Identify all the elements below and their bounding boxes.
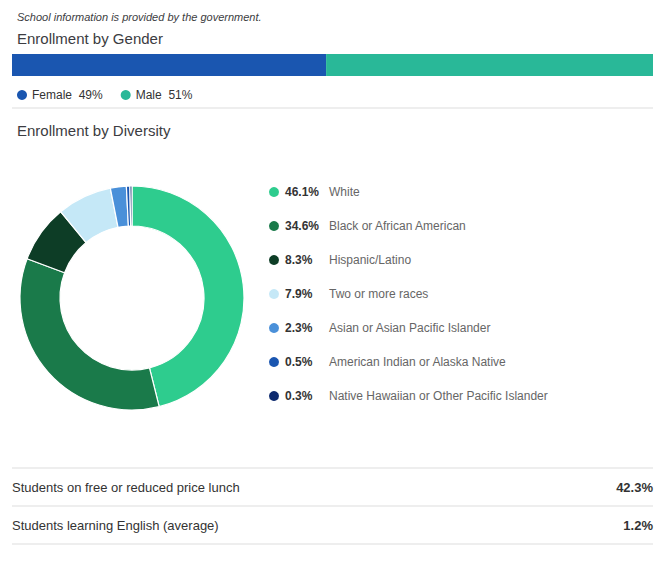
svg-text:Black or African American: Black or African American [329, 219, 466, 233]
svg-text:8.3%: 8.3% [285, 253, 313, 267]
svg-text:7.9%: 7.9% [285, 287, 313, 301]
svg-text:1.2%: 1.2% [623, 518, 653, 533]
svg-text:Students learning English (ave: Students learning English (average) [12, 518, 219, 533]
svg-text:Enrollment by Gender: Enrollment by Gender [17, 30, 163, 47]
svg-text:2.3%: 2.3% [285, 321, 313, 335]
svg-text:Hispanic/Latino: Hispanic/Latino [329, 253, 411, 267]
svg-text:46.1%: 46.1% [285, 185, 319, 199]
svg-text:White: White [329, 185, 360, 199]
svg-text:0.3%: 0.3% [285, 389, 313, 403]
svg-text:Asian or Asian Pacific Islande: Asian or Asian Pacific Islander [329, 321, 490, 335]
svg-text:34.6%: 34.6% [285, 219, 319, 233]
svg-text:0.5%: 0.5% [285, 355, 313, 369]
svg-text:42.3%: 42.3% [616, 480, 653, 495]
svg-text:Two or more races: Two or more races [329, 287, 428, 301]
svg-text:School information is provided: School information is provided by the go… [17, 11, 262, 23]
svg-text:Male 51%: Male 51% [136, 88, 193, 102]
svg-text:Students on free or reduced pr: Students on free or reduced price lunch [12, 480, 240, 495]
svg-text:Native Hawaiian or Other Pacif: Native Hawaiian or Other Pacific Islande… [329, 389, 548, 403]
svg-text:American Indian or Alaska Nati: American Indian or Alaska Native [329, 355, 506, 369]
svg-text:Female 49%: Female 49% [32, 88, 103, 102]
svg-text:Enrollment by Diversity: Enrollment by Diversity [17, 122, 171, 139]
